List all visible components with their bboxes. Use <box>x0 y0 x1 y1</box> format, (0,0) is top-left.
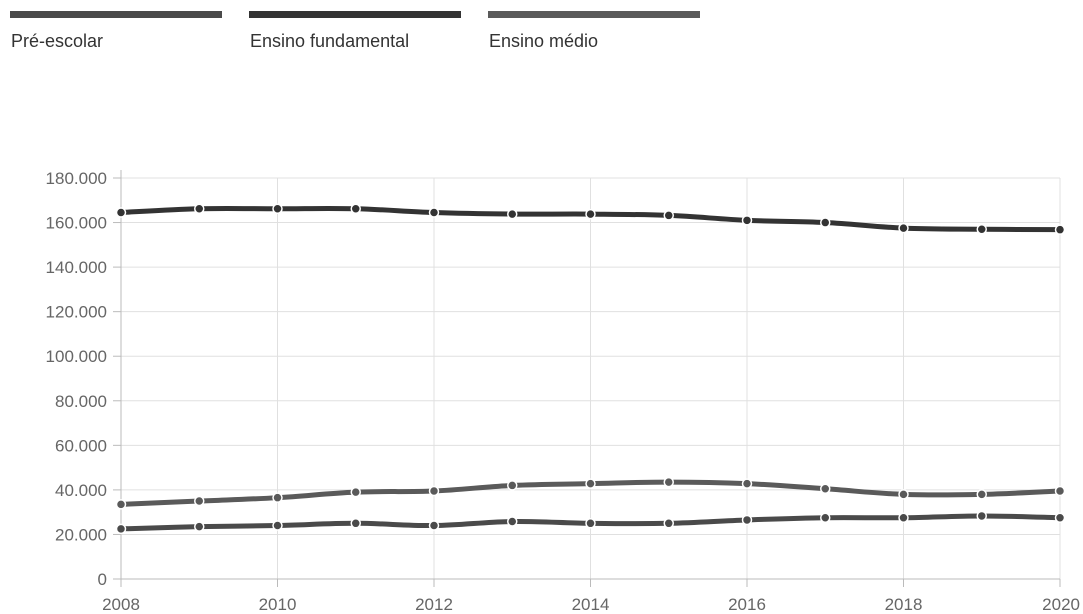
data-point-pre-escolar <box>898 512 909 523</box>
data-point-ensino-medio <box>663 476 674 488</box>
data-point-pre-escolar <box>350 518 361 529</box>
x-tick-label: 2018 <box>885 595 923 614</box>
data-point-ensino-fundamental <box>663 210 674 221</box>
data-point-pre-escolar <box>115 523 127 535</box>
data-point-ensino-medio <box>272 492 283 503</box>
y-tick-label: 100.000 <box>46 347 107 366</box>
legend-label-ensino-fundamental: Ensino fundamental <box>250 31 410 51</box>
legend-label-ensino-medio: Ensino médio <box>489 31 599 51</box>
data-point-ensino-medio <box>428 485 440 497</box>
data-point-ensino-fundamental <box>272 203 283 214</box>
line-chart: 0 20.000 40.000 60.000 80.000 100.000 120.000 1… <box>46 169 1080 614</box>
legend-item-pre-escolar[interactable]: Pré-escolar <box>10 0 225 60</box>
data-point-pre-escolar <box>663 518 674 529</box>
y-tick-label: 180.000 <box>46 169 107 188</box>
chart-axes <box>113 170 1061 587</box>
data-point-ensino-medio <box>1054 485 1066 497</box>
data-point-ensino-fundamental <box>428 207 440 218</box>
data-point-ensino-medio <box>115 499 127 510</box>
legend-item-ensino-fundamental[interactable]: Ensino fundamental <box>249 0 464 60</box>
x-axis-ticks: 2008 2010 2012 2014 2016 2018 2020 <box>102 595 1080 614</box>
data-point-ensino-fundamental <box>585 208 596 220</box>
chart-grid <box>121 177 1061 579</box>
x-tick-label: 2016 <box>728 595 766 614</box>
y-tick-label: 60.000 <box>55 436 107 455</box>
y-tick-label: 140.000 <box>46 258 107 277</box>
data-point-ensino-fundamental <box>194 203 205 214</box>
data-point-ensino-medio <box>507 480 518 491</box>
data-point-pre-escolar <box>428 520 440 531</box>
chart-series <box>115 203 1066 535</box>
y-tick-label: 80.000 <box>55 392 107 411</box>
data-point-pre-escolar <box>585 518 596 529</box>
data-point-pre-escolar <box>272 520 283 531</box>
legend-item-ensino-medio[interactable]: Ensino médio <box>488 0 703 60</box>
x-tick-label: 2010 <box>259 595 297 614</box>
data-point-ensino-fundamental <box>820 217 831 228</box>
x-tick-label: 2014 <box>572 595 610 614</box>
data-point-ensino-medio <box>585 478 596 489</box>
data-point-pre-escolar <box>507 516 518 527</box>
data-point-ensino-medio <box>741 478 753 489</box>
legend-swatch-pre-escolar <box>10 11 222 18</box>
y-tick-label: 20.000 <box>55 525 107 544</box>
data-point-pre-escolar <box>1054 512 1066 523</box>
data-point-ensino-medio <box>976 489 987 500</box>
legend-label-pre-escolar: Pré-escolar <box>11 31 104 51</box>
x-tick-label: 2012 <box>415 595 453 614</box>
data-point-ensino-fundamental <box>507 208 518 220</box>
data-point-ensino-medio <box>898 489 909 500</box>
y-axis-ticks: 0 20.000 40.000 60.000 80.000 100.000 120.000 1… <box>46 169 107 589</box>
y-tick-label: 0 <box>98 570 107 589</box>
data-point-ensino-fundamental <box>115 207 127 218</box>
chart-legend: Pré-escolar Ensino fundamental Ensino mé… <box>0 0 1083 70</box>
x-tick-label: 2020 <box>1042 595 1080 614</box>
y-tick-label: 160.000 <box>46 214 107 233</box>
y-tick-label: 120.000 <box>46 303 107 322</box>
data-point-ensino-fundamental <box>741 215 753 226</box>
data-point-ensino-medio <box>194 495 205 507</box>
legend-swatch-ensino-fundamental <box>249 11 461 18</box>
data-point-pre-escolar <box>976 510 987 522</box>
data-point-pre-escolar <box>741 514 753 526</box>
data-point-pre-escolar <box>194 521 205 532</box>
y-tick-label: 40.000 <box>55 481 107 500</box>
data-point-ensino-medio <box>820 483 831 495</box>
legend-swatch-ensino-medio <box>488 11 700 18</box>
data-point-ensino-fundamental <box>898 222 909 234</box>
x-tick-label: 2008 <box>102 595 140 614</box>
data-point-ensino-medio <box>350 486 361 498</box>
data-point-ensino-fundamental <box>350 203 361 214</box>
data-point-ensino-fundamental <box>976 223 987 235</box>
data-point-ensino-fundamental <box>1054 224 1066 235</box>
data-point-pre-escolar <box>820 512 831 523</box>
